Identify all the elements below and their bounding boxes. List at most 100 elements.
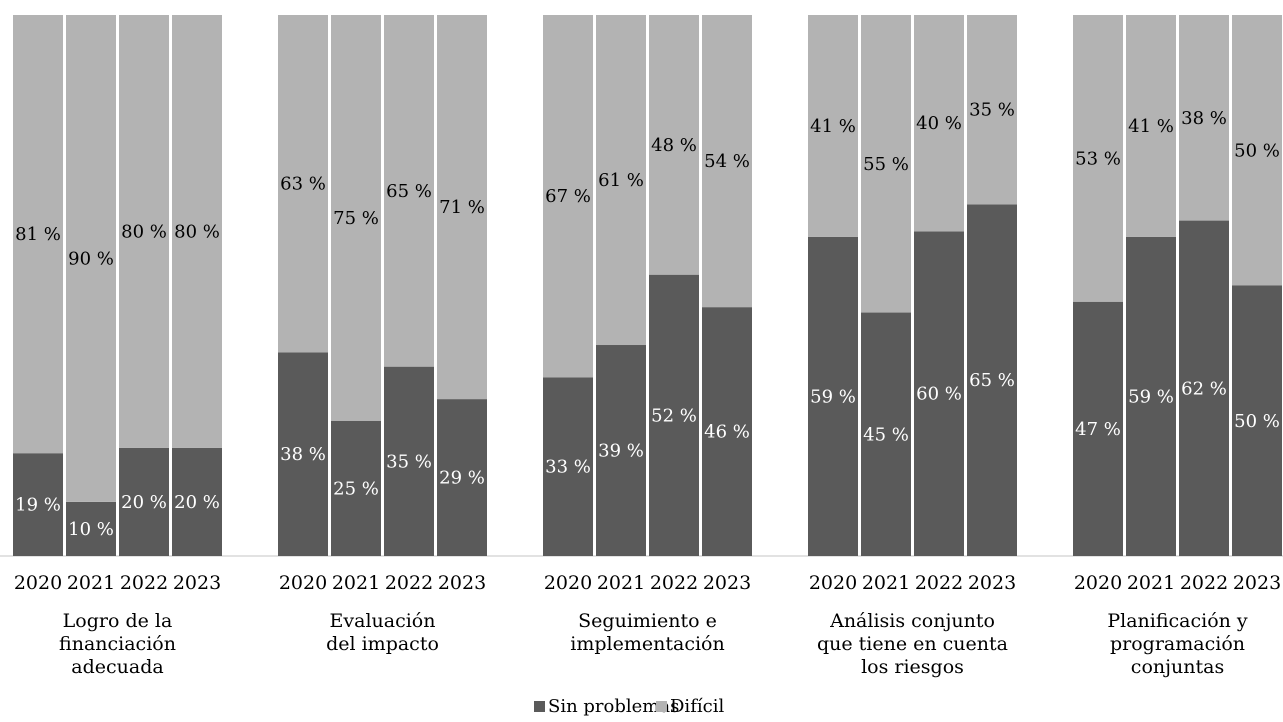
bar-sin-problemas-1-2021 [331,420,381,556]
group-label-4: Planificación y programación conjuntas [1107,610,1248,678]
bar-dificil-1-2021 [331,15,381,421]
bar-sin-problemas-4-2020 [1073,301,1123,556]
bar-dificil-3-2020 [808,15,858,237]
label-sin-problemas-0-2020: 19 % [15,495,61,516]
year-tick-1-2022: 2022 [385,572,433,594]
group-labels-layer: Logro de la financiación adecuada Evaluació… [59,610,1248,678]
bar-sin-problemas-2-2023 [702,307,752,556]
group-label-0: Logro de la financiación adecuada [59,610,176,678]
year-tick-4-2020: 2020 [1074,572,1122,594]
label-sin-problemas-1-2020: 38 % [280,444,326,465]
bar-dificil-3-2021 [861,15,911,313]
label-sin-problemas-4-2022: 62 % [1181,378,1227,399]
year-tick-4-2021: 2021 [1127,572,1175,594]
label-sin-problemas-4-2023: 50 % [1234,411,1280,432]
year-tick-4-2023: 2023 [1233,572,1281,594]
bar-dificil-2-2021 [596,15,646,346]
bar-sin-problemas-3-2023 [967,204,1017,556]
year-tick-4-2022: 2022 [1180,572,1228,594]
bar-dificil-1-2020 [278,15,328,353]
bar-dificil-0-2021 [66,15,116,502]
label-sin-problemas-2-2022: 52 % [651,405,697,426]
bar-dificil-0-2020 [13,15,63,454]
group-label-3: Análisis conjunto que tiene en cuenta los … [817,610,1008,678]
bar-sin-problemas-4-2022 [1179,220,1229,556]
bar-sin-problemas-4-2021 [1126,236,1176,556]
year-tick-0-2021: 2021 [67,572,115,594]
year-tick-1-2020: 2020 [279,572,327,594]
year-tick-1-2023: 2023 [438,572,486,594]
label-dificil-1-2022: 65 % [386,181,432,202]
label-dificil-1-2023: 71 % [439,197,485,218]
label-dificil-3-2023: 35 % [969,100,1015,121]
label-sin-problemas-0-2022: 20 % [121,492,167,513]
label-sin-problemas-4-2020: 47 % [1075,419,1121,440]
label-dificil-3-2022: 40 % [916,113,962,134]
label-dificil-2-2021: 61 % [598,170,644,191]
label-sin-problemas-3-2020: 59 % [810,386,856,407]
label-sin-problemas-3-2023: 65 % [969,370,1015,391]
bar-dificil-2-2023 [702,15,752,308]
label-dificil-2-2023: 54 % [704,151,750,172]
bar-dificil-2-2022 [649,15,699,275]
year-tick-3-2022: 2022 [915,572,963,594]
label-dificil-0-2021: 90 % [68,248,114,269]
year-tick-3-2023: 2023 [968,572,1016,594]
year-tick-1-2021: 2021 [332,572,380,594]
label-dificil-4-2020: 53 % [1075,148,1121,169]
label-dificil-2-2022: 48 % [651,135,697,156]
label-dificil-3-2021: 55 % [863,154,909,175]
label-dificil-2-2020: 67 % [545,186,591,207]
legend-swatch-1 [656,701,667,712]
bar-dificil-4-2023 [1232,15,1282,286]
bar-sin-problemas-2-2022 [649,274,699,556]
label-sin-problemas-2-2020: 33 % [545,457,591,478]
bar-dificil-4-2021 [1126,15,1176,237]
bar-sin-problemas-4-2023 [1232,285,1282,556]
label-dificil-0-2020: 81 % [15,224,61,245]
label-dificil-4-2023: 50 % [1234,140,1280,161]
bar-dificil-3-2022 [914,15,964,232]
year-tick-2-2023: 2023 [703,572,751,594]
bar-dificil-4-2022 [1179,15,1229,221]
bar-sin-problemas-1-2023 [437,399,487,556]
bar-dificil-4-2020 [1073,15,1123,302]
year-tick-2-2021: 2021 [597,572,645,594]
year-tick-2-2022: 2022 [650,572,698,594]
label-dificil-1-2020: 63 % [280,174,326,195]
bar-sin-problemas-3-2020 [808,236,858,556]
bar-sin-problemas-3-2021 [861,312,911,556]
bar-sin-problemas-0-2021 [66,501,116,556]
legend-label-1: Difícil [670,696,724,717]
label-sin-problemas-1-2022: 35 % [386,451,432,472]
label-dificil-3-2020: 41 % [810,116,856,137]
bar-sin-problemas-0-2020 [13,453,63,556]
bar-dificil-0-2022 [119,15,169,448]
label-dificil-4-2021: 41 % [1128,116,1174,137]
label-sin-problemas-4-2021: 59 % [1128,386,1174,407]
bars-layer [13,15,1282,556]
label-sin-problemas-1-2023: 29 % [439,468,485,489]
bar-dificil-0-2023 [172,15,222,448]
label-dificil-0-2023: 80 % [174,221,220,242]
group-label-2: Seguimiento e implementación [570,610,724,655]
label-sin-problemas-0-2021: 10 % [68,519,114,540]
label-dificil-0-2022: 80 % [121,221,167,242]
year-tick-0-2020: 2020 [14,572,62,594]
bar-sin-problemas-2-2020 [543,377,593,556]
legend-swatch-0 [534,701,545,712]
year-ticks-layer: 2020 2021 2022 2023 2020 2021 2022 2023 2020 2021… [14,572,1281,594]
label-sin-problemas-3-2021: 45 % [863,424,909,445]
label-sin-problemas-0-2023: 20 % [174,492,220,513]
year-tick-0-2022: 2022 [120,572,168,594]
bar-sin-problemas-1-2020 [278,352,328,556]
bar-sin-problemas-3-2022 [914,231,964,556]
bar-sin-problemas-2-2021 [596,345,646,556]
group-label-1: Evaluación del impacto [326,610,439,655]
legend-label-0: Sin problemas [548,696,679,717]
bar-dificil-2-2020 [543,15,593,378]
year-tick-0-2023: 2023 [173,572,221,594]
label-dificil-4-2022: 38 % [1181,108,1227,129]
